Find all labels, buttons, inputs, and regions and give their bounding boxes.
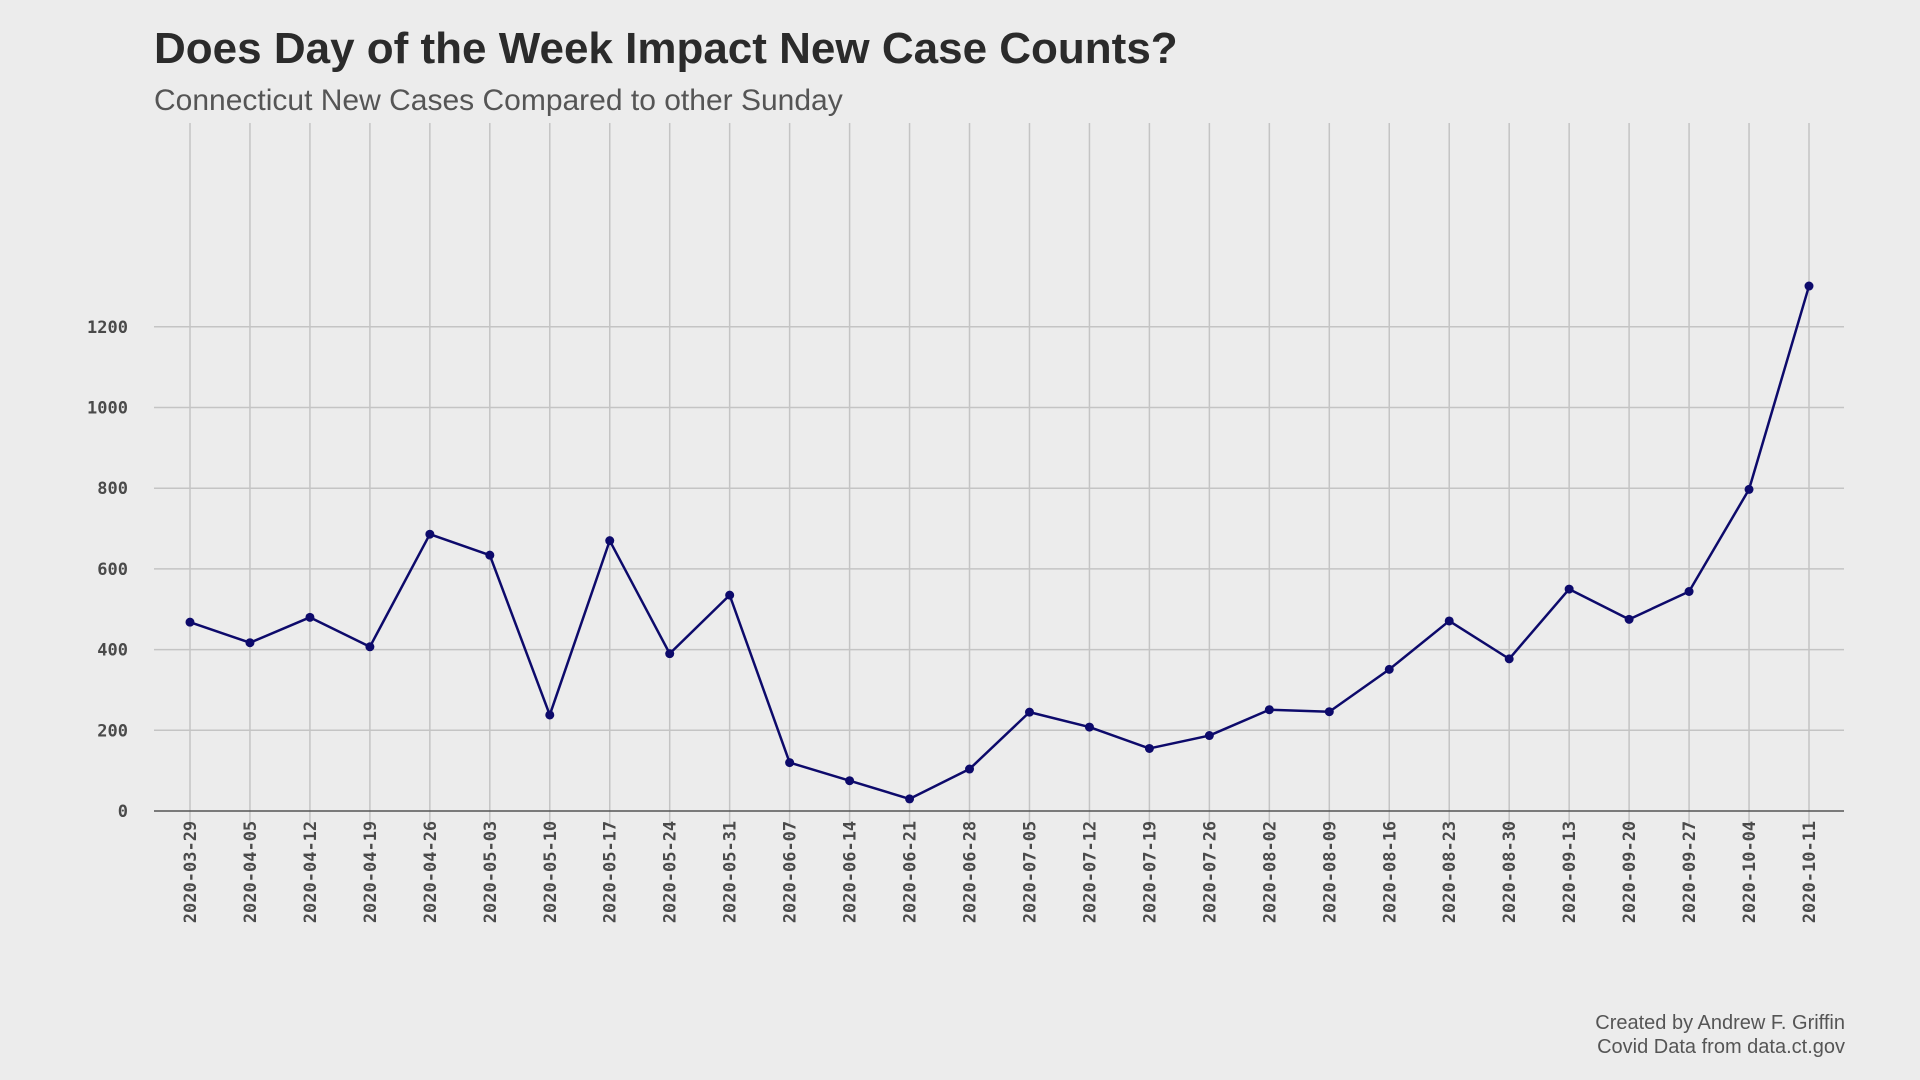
- x-tick-label: 2020-08-09: [1320, 821, 1340, 923]
- caption-line-author: Created by Andrew F. Griffin: [1595, 1012, 1845, 1034]
- data-point: [665, 649, 675, 659]
- y-tick-label: 200: [97, 721, 128, 741]
- data-point: [245, 638, 255, 648]
- data-point: [725, 590, 735, 600]
- y-tick-label: 0: [118, 802, 128, 822]
- data-point: [845, 776, 855, 786]
- y-tick-label: 800: [97, 479, 128, 499]
- data-point: [1444, 616, 1454, 626]
- x-tick-label: 2020-09-27: [1680, 821, 1700, 923]
- data-point: [1504, 654, 1514, 664]
- data-point: [305, 612, 315, 622]
- gridlines: [154, 123, 1844, 826]
- data-point: [965, 764, 975, 774]
- data-point: [1324, 707, 1334, 717]
- x-tick-label: 2020-07-12: [1080, 821, 1100, 923]
- x-tick-label: 2020-05-03: [481, 821, 501, 923]
- x-tick-label: 2020-03-29: [181, 821, 201, 923]
- x-tick-label: 2020-07-26: [1200, 821, 1220, 923]
- data-point: [1804, 281, 1814, 291]
- y-tick-label: 400: [97, 641, 128, 661]
- x-tick-label: 2020-07-05: [1020, 821, 1040, 923]
- x-tick-label: 2020-09-20: [1620, 821, 1640, 923]
- data-point: [905, 794, 915, 804]
- x-tick-label: 2020-08-30: [1500, 821, 1520, 923]
- data-point: [425, 529, 435, 539]
- y-tick-label: 1000: [87, 399, 128, 419]
- x-tick-label: 2020-08-16: [1380, 821, 1400, 923]
- data-point: [1564, 584, 1574, 594]
- x-tick-label: 2020-04-05: [241, 821, 261, 923]
- chart-subtitle: Connecticut New Cases Compared to other …: [154, 84, 843, 117]
- data-point: [1264, 705, 1274, 715]
- series-line: [189, 285, 1811, 801]
- data-point: [1144, 743, 1154, 753]
- data-point: [785, 758, 795, 768]
- caption: Created by Andrew F. Griffin Covid Data …: [1595, 1011, 1845, 1059]
- x-tick-label: 2020-06-28: [961, 821, 981, 923]
- x-tick-label: 2020-08-02: [1260, 821, 1280, 923]
- x-tick-label: 2020-05-31: [721, 821, 741, 923]
- data-point: [365, 642, 375, 652]
- x-tick-label: 2020-09-13: [1560, 821, 1580, 923]
- data-point: [605, 536, 615, 546]
- x-tick-label: 2020-10-04: [1740, 821, 1760, 923]
- data-point: [485, 550, 495, 560]
- data-point: [1204, 731, 1214, 741]
- x-tick-label: 2020-06-14: [841, 821, 861, 923]
- x-tick-label: 2020-06-07: [781, 821, 801, 923]
- y-tick-label: 600: [97, 560, 128, 580]
- data-point: [185, 617, 195, 627]
- data-point: [1384, 664, 1394, 674]
- x-tick-label: 2020-07-19: [1140, 821, 1160, 923]
- data-point: [1684, 586, 1694, 596]
- series: [185, 281, 1814, 804]
- data-point: [1024, 707, 1034, 717]
- data-point: [1744, 484, 1754, 494]
- x-tick-label: 2020-08-23: [1440, 821, 1460, 923]
- data-point: [1624, 614, 1634, 624]
- x-tick-label: 2020-05-24: [661, 821, 681, 923]
- caption-line-source: Covid Data from data.ct.gov: [1597, 1036, 1845, 1058]
- x-tick-label: 2020-05-10: [541, 821, 561, 923]
- data-point: [545, 710, 555, 720]
- chart-title: Does Day of the Week Impact New Case Cou…: [154, 24, 1178, 73]
- y-tick-label: 1200: [87, 318, 128, 338]
- x-tick-label: 2020-04-26: [421, 821, 441, 923]
- y-axis-ticks: 0 200 400 600 800 1000 1200: [87, 318, 128, 822]
- x-tick-label: 2020-05-17: [601, 821, 621, 923]
- x-tick-label: 2020-06-21: [901, 821, 921, 923]
- x-axis-ticks: 2020-03-29 2020-04-05 2020-04-12 2020-04-19…: [181, 821, 1820, 923]
- data-point: [1084, 722, 1094, 732]
- x-tick-label: 2020-10-11: [1800, 821, 1820, 923]
- x-tick-label: 2020-04-12: [301, 821, 321, 923]
- x-tick-label: 2020-04-19: [361, 821, 381, 923]
